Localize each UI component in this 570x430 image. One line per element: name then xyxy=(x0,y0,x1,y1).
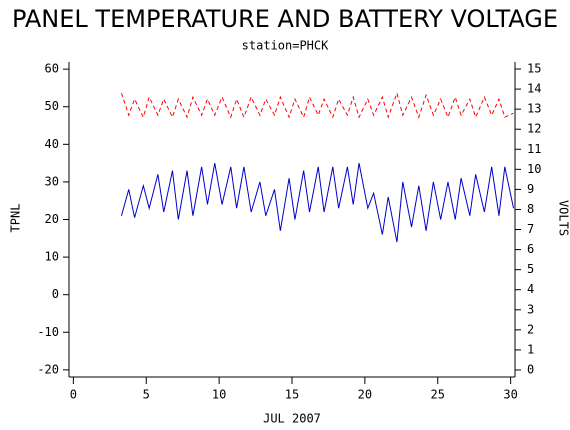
y2-tick-label: 1 xyxy=(527,342,534,356)
y-tick-label: 0 xyxy=(52,287,59,301)
y-tick-label: 40 xyxy=(45,137,59,151)
y2-tick-label: 13 xyxy=(527,102,541,116)
series-line xyxy=(120,163,515,243)
y2-tick-label: 15 xyxy=(527,62,541,76)
y2-tick-label: 2 xyxy=(527,322,534,336)
x-tick-label: 20 xyxy=(358,388,372,402)
x-tick-label: 15 xyxy=(285,388,299,402)
y-tick-label: 10 xyxy=(45,250,59,264)
series-line xyxy=(120,91,514,119)
y-tick-label: -10 xyxy=(37,325,59,339)
y2-tick-label: 8 xyxy=(527,202,534,216)
y-tick-label: 30 xyxy=(45,174,59,188)
chart-title: PANEL TEMPERATURE AND BATTERY VOLTAGE xyxy=(12,5,558,33)
y2-tick-label: 11 xyxy=(527,142,541,156)
x-tick-label: 5 xyxy=(143,388,150,402)
y2-tick-label: 4 xyxy=(527,282,534,296)
x-tick-label: 25 xyxy=(431,388,445,402)
chart-subtitle: station=PHCK xyxy=(242,39,329,53)
y2-tick-label: 6 xyxy=(527,242,534,256)
y2-axis-label: VOLTS xyxy=(557,200,570,236)
y-axis-label: TPNL xyxy=(9,204,23,233)
y2-tick-label: 9 xyxy=(527,182,534,196)
x-tick-label: 30 xyxy=(503,388,517,402)
y-tick-label: 60 xyxy=(45,62,59,76)
y2-tick-label: 5 xyxy=(527,262,534,276)
x-axis-label: JUL 2007 xyxy=(263,412,321,426)
y-tick-label: -20 xyxy=(37,362,59,376)
y-tick-label: 20 xyxy=(45,212,59,226)
y2-tick-label: 12 xyxy=(527,122,541,136)
x-tick-label: 10 xyxy=(212,388,226,402)
x-tick-label: 0 xyxy=(70,388,77,402)
y2-tick-label: 7 xyxy=(527,222,534,236)
y2-tick-label: 10 xyxy=(527,162,541,176)
y2-tick-label: 0 xyxy=(527,362,534,376)
y-tick-label: 50 xyxy=(45,99,59,113)
y2-tick-label: 3 xyxy=(527,302,534,316)
y2-tick-label: 14 xyxy=(527,82,541,96)
